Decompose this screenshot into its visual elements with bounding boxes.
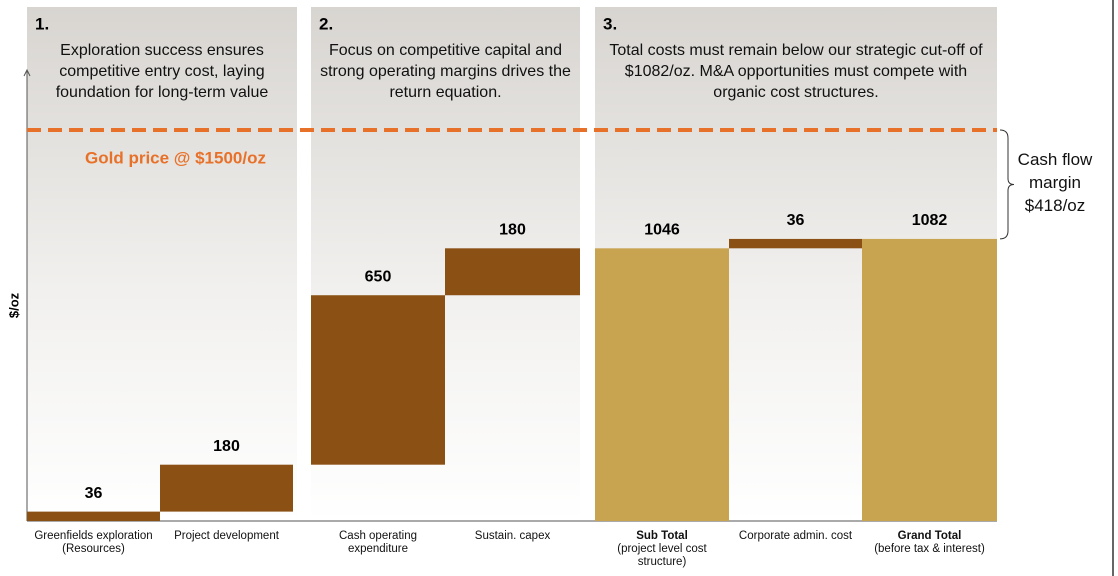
bar <box>311 295 445 465</box>
panel-text: Total costs must remain below our strate… <box>609 42 983 101</box>
panel-text: Focus on competitive capital and strong … <box>320 42 571 101</box>
category-note: (project level cost structure) <box>617 543 707 568</box>
panel-number: 3. <box>603 14 617 33</box>
margin-annotation: Cash flow margin $418/oz <box>1005 148 1105 217</box>
x-tick-label: Greenfields exploration (Resources) <box>27 530 161 556</box>
margin-text: Cash flow margin <box>1017 150 1093 193</box>
category-name: Sub Total <box>636 530 688 542</box>
bar <box>862 238 997 521</box>
margin-value: $418/oz <box>1024 196 1086 216</box>
panel-number: 1. <box>35 14 49 33</box>
panel-text: Exploration success ensures competitive … <box>55 42 269 101</box>
bar <box>27 511 160 521</box>
y-axis-arrow <box>23 68 31 77</box>
category-note: (before tax & interest) <box>874 543 985 555</box>
panel-number: 2. <box>319 14 333 33</box>
x-tick-label: Cash operating expenditure <box>311 530 445 556</box>
category-name: Cash operating expenditure <box>339 530 417 555</box>
x-tick-label: Sub Total (project level cost structure) <box>595 530 729 569</box>
x-tick-label: Project development <box>160 530 294 543</box>
category-name: Greenfields exploration (Resources) <box>34 530 153 555</box>
value-label: 1082 <box>912 212 948 229</box>
panel-background <box>27 7 297 521</box>
value-label: 36 <box>85 485 103 502</box>
value-label: 180 <box>213 438 240 455</box>
bar <box>595 248 729 521</box>
margin-bracket <box>999 129 1015 240</box>
value-label: 36 <box>787 212 805 229</box>
category-name: Project development <box>174 530 279 542</box>
category-name: Corporate admin. cost <box>738 530 853 542</box>
y-axis-label: $/oz <box>6 292 21 318</box>
category-name: Grand Total <box>897 530 962 542</box>
x-tick-label: Sustain. capex <box>446 530 580 543</box>
value-label: 650 <box>365 268 392 285</box>
bar <box>729 238 862 249</box>
x-tick-label: Grand Total (before tax & interest) <box>863 530 997 556</box>
bar <box>445 248 580 296</box>
category-name: Sustain. capex <box>474 530 551 542</box>
x-tick-label: Corporate admin. cost <box>729 530 863 543</box>
value-label: 180 <box>499 222 526 239</box>
reference-label: Gold price @ $1500/oz <box>85 148 266 167</box>
value-label: 1046 <box>644 222 680 239</box>
bar <box>160 464 293 512</box>
